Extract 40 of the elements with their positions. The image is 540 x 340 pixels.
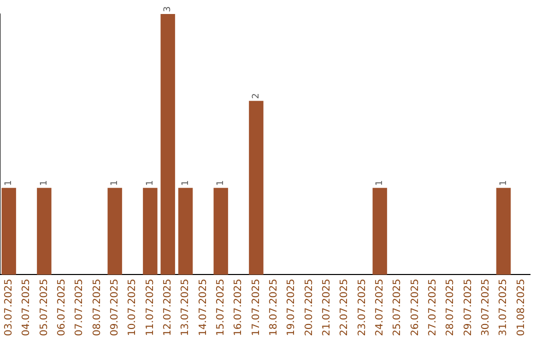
x-tick-label: 04.07.2025 [21,278,32,336]
x-tick-label: 21.07.2025 [321,278,332,336]
x-tick-label: 14.07.2025 [198,278,209,336]
x-tick-label: 20.07.2025 [304,278,315,336]
data-label: 1 [375,180,386,186]
x-tick-label: 09.07.2025 [109,278,120,336]
x-tick-label: 05.07.2025 [38,278,50,336]
data-label: 1 [40,180,50,186]
data-label: 1 [498,180,509,186]
x-tick-label: 06.07.2025 [56,278,68,336]
data-label: 2 [252,93,262,99]
x-tick-label: 29.07.2025 [462,278,474,336]
x-tick-label: 17.07.2025 [250,278,262,336]
x-tick-label: 30.07.2025 [480,278,492,336]
x-tick-label: 10.07.2025 [127,278,138,336]
x-tick-label: 24.07.2025 [374,278,386,336]
x-tick-label: 25.07.2025 [392,278,404,336]
x-tick-label: 13.07.2025 [180,278,192,336]
x-tick-label: 19.07.2025 [286,278,298,336]
x-tick-label: 22.07.2025 [339,278,350,336]
x-tick-label: 08.07.2025 [92,278,103,336]
x-tick-label: 31.07.2025 [498,278,510,336]
x-tick-label: 15.07.2025 [215,278,226,336]
data-label: 1 [216,180,226,186]
x-tick-label: 01.08.2025 [516,278,527,336]
x-tick-label: 12.07.2025 [162,278,174,336]
x-tick-label: 26.07.2025 [410,278,421,336]
x-tick-label: 28.07.2025 [445,278,456,336]
x-tick-label: 07.07.2025 [74,278,86,336]
data-label: 3 [163,6,174,12]
data-label: 1 [180,180,191,186]
x-tick-label: 03.07.2025 [3,278,14,336]
x-tick-label: 18.07.2025 [268,278,280,336]
data-label: 1 [110,180,120,186]
x-tick-label: 11.07.2025 [144,278,156,336]
x-tick-label: 27.07.2025 [427,278,438,336]
x-tick-label: 16.07.2025 [233,278,244,336]
data-label: 1 [4,180,14,186]
x-tick-label: 23.07.2025 [356,278,368,336]
data-label: 1 [146,180,156,186]
